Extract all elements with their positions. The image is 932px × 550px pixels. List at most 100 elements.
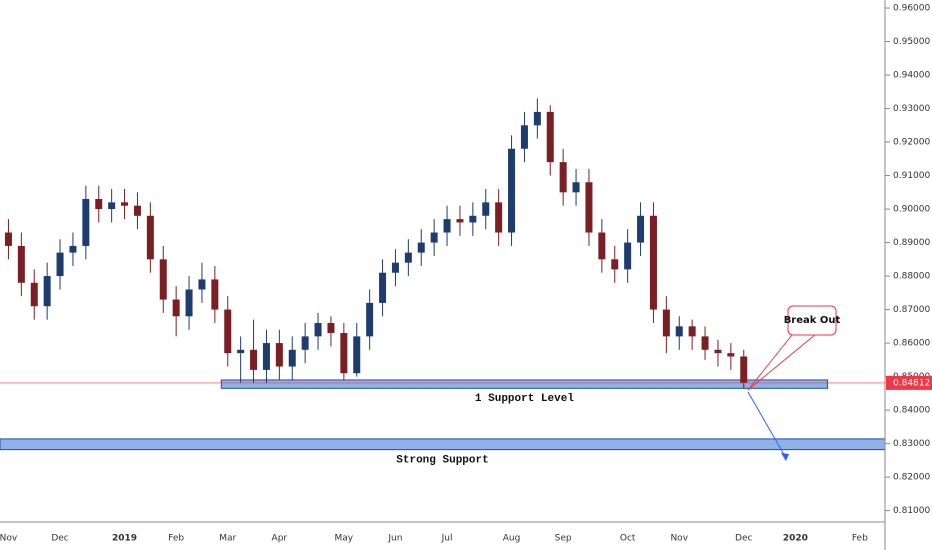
candle-body [224, 309, 232, 354]
x-tick-label: Sep [555, 534, 572, 544]
x-tick-label: Jun [387, 534, 402, 544]
callout-pointer [747, 329, 797, 391]
x-tick-label: Nov [0, 534, 18, 544]
x-tick-label: Feb [852, 534, 868, 544]
x-tick-label: 2020 [783, 534, 808, 544]
candle-body [288, 349, 296, 367]
candle-body [559, 162, 567, 193]
candle-body [417, 242, 425, 253]
y-tick-label: 0.90000 [893, 205, 930, 215]
y-tick-label: 0.84000 [893, 406, 930, 416]
y-tick-label: 0.94000 [893, 71, 930, 81]
candle-body [172, 299, 180, 317]
candle-body [404, 252, 412, 263]
y-tick-label: 0.96000 [893, 4, 930, 14]
x-tick-label: Apr [272, 534, 288, 544]
candle-body [185, 289, 193, 317]
candle-body [146, 215, 154, 260]
candle-body [740, 356, 748, 383]
y-tick-label: 0.92000 [893, 138, 930, 148]
y-tick-label: 0.87000 [893, 305, 930, 315]
candle-body [237, 349, 245, 354]
candle-body [379, 272, 387, 303]
candle-body [533, 111, 541, 126]
candle-body [637, 215, 645, 243]
callout-pointer [747, 333, 817, 391]
candles [4, 98, 748, 389]
candle-body [662, 309, 670, 337]
candle-body [366, 302, 374, 337]
candle-body [443, 219, 451, 233]
candle-body [611, 259, 619, 270]
x-tick-label: Nov [670, 534, 688, 544]
candle-body [250, 349, 258, 370]
candle-body [211, 279, 219, 310]
candle-body [69, 245, 77, 253]
candle-body [688, 326, 696, 337]
candle-body [430, 232, 438, 243]
annotations: Break Out [747, 305, 841, 461]
y-tick-label: 0.89000 [893, 238, 930, 248]
candle-body [469, 215, 477, 223]
candle-body [301, 336, 309, 350]
candle-body [56, 252, 64, 277]
candle-body [572, 182, 580, 193]
last-price-label: 0.84812 [893, 378, 930, 388]
x-tick-label: Aug [503, 534, 521, 544]
x-tick-label: Mar [219, 534, 236, 544]
y-tick-label: 0.81000 [893, 506, 930, 516]
candle-body [108, 202, 116, 210]
candle-body [508, 148, 516, 233]
candle-body [675, 326, 683, 337]
candle-body [262, 343, 270, 370]
y-tick-label: 0.91000 [893, 171, 930, 181]
support-zone [0, 438, 886, 451]
zone-label: 1 Support Level [475, 393, 574, 405]
candle-body [624, 242, 632, 270]
candle-body [133, 205, 141, 216]
x-tick-label: Jul [441, 534, 453, 544]
candle-body [456, 219, 464, 223]
candle-body [198, 279, 206, 290]
candle-body [43, 276, 51, 307]
y-tick-label: 0.83000 [893, 439, 930, 449]
x-tick-label: Feb [168, 534, 184, 544]
last-price-box [886, 375, 932, 390]
candle-body [727, 353, 735, 357]
candle-body [714, 349, 722, 354]
candle-body [17, 245, 25, 283]
candle-body [82, 199, 90, 246]
axes: Nov Dec 2019 Feb Mar Apr May Jun Jul Aug Sep Oct Nov… [0, 4, 932, 544]
candle-body [314, 322, 322, 337]
candle-body [30, 282, 38, 307]
x-tick-label: 2019 [112, 534, 137, 544]
candle-body [546, 111, 554, 163]
candle-body [495, 202, 503, 233]
candle-body [340, 333, 348, 374]
candle-body [275, 343, 283, 367]
candle-body [353, 336, 361, 374]
candle-body [598, 232, 606, 260]
x-tick-label: Dec [51, 534, 68, 544]
candle-body [701, 336, 709, 350]
candle-body [121, 202, 129, 206]
arrow-head [781, 453, 789, 461]
candle-body [482, 202, 490, 216]
support-zone [220, 379, 829, 389]
y-tick-label: 0.88000 [893, 272, 930, 282]
candle-body [327, 322, 335, 334]
arrow-line [747, 391, 787, 459]
x-tick-label: May [335, 534, 354, 544]
y-tick-label: 0.86000 [893, 339, 930, 349]
candle-body [95, 199, 103, 210]
zones: 1 Support Level Strong Support [0, 379, 886, 467]
candle-body [585, 182, 593, 233]
x-tick-label: Oct [620, 534, 636, 544]
y-tick-label: 0.95000 [893, 37, 930, 47]
candle-body [4, 232, 12, 246]
x-tick-label: Dec [735, 534, 752, 544]
callout-box [787, 305, 837, 336]
candle-body [649, 215, 657, 310]
